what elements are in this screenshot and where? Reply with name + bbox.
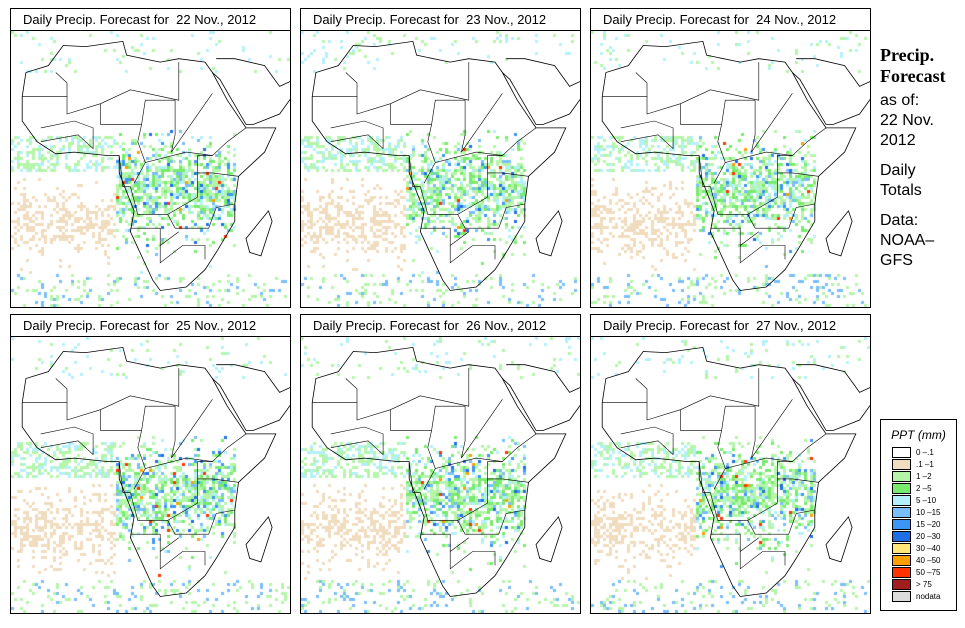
as-of-label: as of: <box>880 92 920 109</box>
legend-swatch <box>892 554 911 566</box>
legend-label: > 75 <box>916 579 932 589</box>
panel-title: Daily Precip. Forecast for 22 Nov., 2012 <box>10 8 291 31</box>
as-of-year: 2012 <box>880 132 916 149</box>
legend-label: nodata <box>916 591 941 601</box>
forecast-panel: Daily Precip. Forecast for 27 Nov., 2012 <box>590 314 871 614</box>
data-label: Data: <box>880 212 919 229</box>
precip-raster <box>591 337 870 613</box>
panel-title: Daily Precip. Forecast for 24 Nov., 2012 <box>590 8 871 31</box>
legend-label: 15 –20 <box>916 519 941 529</box>
as-of-date: 22 Nov. <box>880 112 934 129</box>
legend-swatch <box>892 458 911 470</box>
africa-outline <box>601 40 870 291</box>
precip-map <box>300 31 581 308</box>
precip-map <box>10 337 291 614</box>
panel-title: Daily Precip. Forecast for 27 Nov., 2012 <box>590 314 871 337</box>
legend-swatch <box>892 566 911 578</box>
precip-raster <box>11 31 290 307</box>
legend-label: .1 –1 <box>916 459 934 469</box>
heading-forecast: Forecast <box>880 66 946 86</box>
legend-swatch <box>892 578 911 590</box>
legend-label: 2 –5 <box>916 483 932 493</box>
precip-raster <box>301 31 580 307</box>
legend-item: .1 –1 <box>892 458 956 470</box>
legend-swatch <box>892 494 911 506</box>
africa-outline <box>601 346 870 597</box>
precip-raster <box>591 31 870 307</box>
legend-item: 20 –30 <box>892 530 956 542</box>
legend-item: 2 –5 <box>892 482 956 494</box>
precip-map <box>10 31 291 308</box>
legend-item: > 75 <box>892 578 956 590</box>
legend-item: nodata <box>892 590 956 602</box>
data-source-2: GFS <box>880 252 913 269</box>
legend-label: 10 –15 <box>916 507 941 517</box>
legend-item: 0 –.1 <box>892 446 956 458</box>
africa-outline <box>311 40 580 291</box>
totals-label-2: Totals <box>880 182 922 199</box>
data-source-1: NOAA– <box>880 232 935 249</box>
legend-swatch <box>892 446 911 458</box>
panel-title: Daily Precip. Forecast for 26 Nov., 2012 <box>300 314 581 337</box>
forecast-panel: Daily Precip. Forecast for 23 Nov., 2012 <box>300 8 581 308</box>
africa-outline <box>311 346 580 597</box>
precip-map <box>300 337 581 614</box>
legend-label: 1 –2 <box>916 471 932 481</box>
panel-title: Daily Precip. Forecast for 25 Nov., 2012 <box>10 314 291 337</box>
totals-label-1: Daily <box>880 162 916 179</box>
forecast-panel: Daily Precip. Forecast for 25 Nov., 2012 <box>10 314 291 614</box>
legend-item: 30 –40 <box>892 542 956 554</box>
legend-label: 40 –50 <box>916 555 941 565</box>
legend-label: 0 –.1 <box>916 447 934 457</box>
legend-item: 40 –50 <box>892 554 956 566</box>
legend-item: 50 –75 <box>892 566 956 578</box>
precip-map <box>590 31 871 308</box>
legend-swatch <box>892 590 911 602</box>
legend-swatch <box>892 470 911 482</box>
legend-item: 1 –2 <box>892 470 956 482</box>
heading-precip: Precip. <box>880 45 935 65</box>
legend-label: 50 –75 <box>916 567 941 577</box>
africa-outline <box>21 346 290 597</box>
legend-swatch <box>892 518 911 530</box>
legend-item: 15 –20 <box>892 518 956 530</box>
legend-swatch <box>892 506 911 518</box>
legend-swatch <box>892 530 911 542</box>
legend: PPT (mm) 0 –.1 .1 –1 1 –2 2 –5 5 –10 10 –15 15… <box>880 419 957 611</box>
precip-raster <box>301 337 580 613</box>
legend-title: PPT (mm) <box>891 428 946 442</box>
legend-item: 10 –15 <box>892 506 956 518</box>
panel-title: Daily Precip. Forecast for 23 Nov., 2012 <box>300 8 581 31</box>
forecast-panel: Daily Precip. Forecast for 22 Nov., 2012 <box>10 8 291 308</box>
precip-raster <box>11 337 290 613</box>
legend-swatch <box>892 482 911 494</box>
info-text: Precip. Forecast as of: 22 Nov. 2012 Dai… <box>880 45 946 271</box>
precip-map <box>590 337 871 614</box>
legend-label: 20 –30 <box>916 531 941 541</box>
legend-label: 5 –10 <box>916 495 937 505</box>
forecast-panel: Daily Precip. Forecast for 24 Nov., 2012 <box>590 8 871 308</box>
legend-label: 30 –40 <box>916 543 941 553</box>
africa-outline <box>21 40 290 291</box>
forecast-panel: Daily Precip. Forecast for 26 Nov., 2012 <box>300 314 581 614</box>
legend-item: 5 –10 <box>892 494 956 506</box>
legend-swatch <box>892 542 911 554</box>
